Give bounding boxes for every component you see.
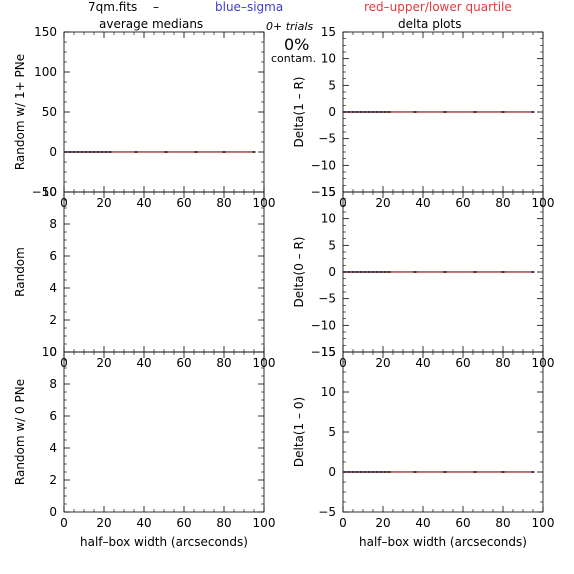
x-tick-label: 80 [216,196,231,210]
x-tick-label: 40 [415,356,430,370]
x-tick-label: 80 [495,516,510,530]
x-tick-label: 40 [136,196,151,210]
red-legend-label: red–upper/lower quartile [364,0,512,14]
x-tick-label: 80 [495,356,510,370]
x-axis-label: half–box width (arcseconds) [359,535,527,549]
header-dash: – [153,0,159,14]
x-tick-label: 20 [375,196,390,210]
x-tick-label: 20 [375,356,390,370]
x-tick-label: 20 [375,516,390,530]
y-tick-label: 15 [321,185,336,199]
y-tick-label: 4 [49,281,57,295]
blue-legend-label: blue–sigma [215,0,283,14]
plot-frame [63,351,265,513]
y-axis-label: Random [13,247,27,297]
y-tick-label: −15 [311,185,336,199]
plot-frame [63,191,265,353]
contam-label: contam. [271,52,316,65]
y-tick-label: 5 [328,425,336,439]
y-tick-label: 10 [42,345,57,359]
y-tick-label: 10 [321,212,336,226]
x-tick-label: 60 [176,356,191,370]
y-tick-label: 100 [34,65,57,79]
y-tick-label: 6 [49,249,57,263]
y-tick-label: 6 [49,409,57,423]
y-axis-label: Random w/ 1+ PNe [13,54,27,170]
trials-label: 0+ trials [266,20,313,33]
x-tick-label: 40 [136,516,151,530]
file-label: 7qm.fits [88,0,137,14]
y-axis-label: Delta(0 – R) [292,237,306,308]
y-tick-label: 0 [49,145,57,159]
panel-p5: 0 20 40 60 80 100 0 2 4 6 8 10 Random w/ 0 PNe half–b… [13,345,275,549]
y-tick-label: 2 [49,313,57,327]
plot-frame [63,31,265,193]
y-tick-label: 0 [49,345,57,359]
y-tick-label: −15 [311,345,336,359]
x-tick-label: 60 [176,196,191,210]
x-tick-label: 100 [532,516,555,530]
y-tick-label: 2 [49,473,57,487]
x-tick-label: 60 [455,516,470,530]
x-tick-label: 20 [96,356,111,370]
y-tick-label: 8 [49,217,57,231]
x-tick-label: 60 [455,196,470,210]
x-tick-label: 80 [216,516,231,530]
y-tick-label: 50 [42,105,57,119]
y-tick-label: 0 [328,265,336,279]
plot-frame [342,351,544,513]
x-tick-label: 40 [136,356,151,370]
y-tick-label: 15 [321,25,336,39]
y-tick-label: 0 [328,465,336,479]
x-tick-label: 80 [495,196,510,210]
x-tick-label: 0 [60,516,68,530]
y-tick-label: −5 [318,292,336,306]
x-tick-label: 100 [253,516,276,530]
contam-percent: 0% [284,35,309,54]
y-tick-label: 10 [321,52,336,66]
y-tick-label: 8 [49,377,57,391]
y-tick-label: 0 [49,505,57,519]
y-tick-label: 5 [328,78,336,92]
y-tick-label: −50 [32,185,57,199]
x-axis-label: half–box width (arcseconds) [80,535,248,549]
x-tick-label: 20 [96,516,111,530]
y-axis-label: Delta(1 – R) [292,77,306,148]
x-tick-label: 60 [455,356,470,370]
y-axis-label: Delta(1 – 0) [292,397,306,467]
y-tick-label: 10 [321,385,336,399]
y-tick-label: −5 [318,132,336,146]
y-tick-label: 4 [49,441,57,455]
x-tick-label: 40 [415,196,430,210]
x-tick-label: 80 [216,356,231,370]
y-tick-label: 15 [321,345,336,359]
y-tick-label: 0 [328,105,336,119]
x-tick-label: 60 [176,516,191,530]
y-tick-label: −10 [311,318,336,332]
y-tick-label: −10 [311,158,336,172]
right-title: delta plots [398,17,461,31]
y-tick-label: −5 [318,505,336,519]
x-tick-label: 0 [339,516,347,530]
y-axis-label: Random w/ 0 PNe [13,379,27,485]
x-tick-label: 20 [96,196,111,210]
x-tick-label: 40 [415,516,430,530]
left-title: average medians [99,17,203,31]
y-tick-label: 150 [34,25,57,39]
y-tick-label: 10 [42,185,57,199]
y-tick-label: 5 [328,238,336,252]
